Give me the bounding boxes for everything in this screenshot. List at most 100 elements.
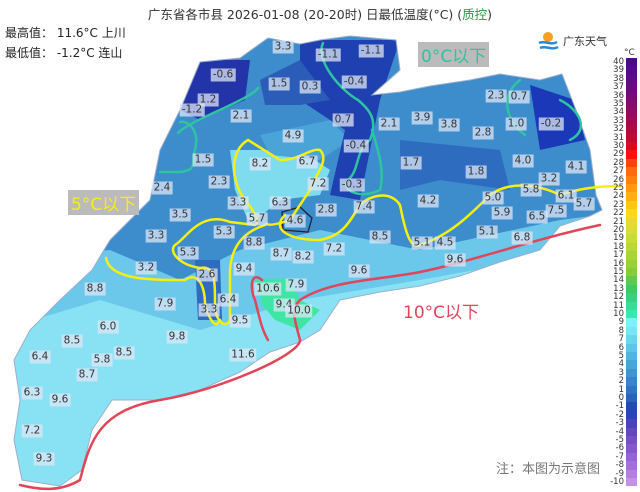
legend-swatch: [626, 284, 637, 294]
legend-entry: 1: [610, 385, 640, 394]
legend-swatch: [626, 402, 637, 411]
station-value: 6.4: [29, 350, 51, 364]
station-value: 8.2: [292, 250, 314, 264]
station-value: 2.3: [485, 89, 507, 103]
station-value: 4.0: [512, 154, 534, 168]
legend-label: 0: [618, 393, 624, 403]
legend-label: -10: [610, 477, 624, 487]
legend-entry: 14: [610, 275, 640, 286]
station-value: -0.6: [210, 68, 236, 82]
station-value: 7.2: [21, 424, 43, 438]
station-value: 2.1: [378, 117, 400, 131]
legend-entry: -2: [610, 410, 640, 419]
station-value: 4.5: [434, 236, 456, 250]
station-value: 6.7: [296, 155, 318, 169]
legend-label: 8: [618, 325, 624, 336]
legend-label: -6: [615, 443, 624, 454]
legend-swatch: [626, 301, 637, 310]
legend-entry: 9: [610, 317, 640, 328]
legend-swatch: [626, 335, 637, 344]
legend-swatch: [626, 293, 637, 302]
legend-label: 39: [613, 65, 624, 76]
station-value: 3.2: [538, 172, 560, 186]
legend-swatch: [626, 226, 637, 235]
station-value: 5.1: [476, 225, 498, 239]
station-value: 7.9: [154, 297, 176, 311]
legend-label: 17: [613, 250, 624, 261]
legend-entry: 33: [610, 115, 640, 126]
legend-swatch: [626, 175, 637, 184]
five-degree-annotation: 5°C以下: [68, 190, 140, 215]
station-value: 2.1: [230, 109, 252, 123]
legend-label: 14: [613, 275, 624, 286]
legend-label: 9: [618, 317, 624, 328]
legend-label: 32: [613, 124, 624, 135]
station-value: 1.8: [465, 165, 487, 179]
legend-label: 16: [613, 258, 624, 269]
legend-label: 2: [618, 376, 624, 387]
station-value: 7.5: [545, 204, 567, 218]
station-value: 0.7: [332, 113, 354, 127]
legend-label: 38: [613, 73, 624, 84]
legend-entry: 35: [610, 100, 640, 108]
legend-swatch: [626, 58, 637, 67]
legend-label: 35: [613, 99, 624, 109]
zero-degree-annotation: 0°C以下: [418, 42, 490, 67]
legend-entry: 8: [610, 325, 640, 336]
legend-swatch: [626, 74, 637, 84]
legend-swatch: [626, 461, 637, 470]
station-value: 2.3: [208, 175, 230, 189]
legend-entry: 19: [610, 234, 640, 243]
legend-swatch: [626, 66, 637, 75]
station-value: 8.7: [76, 368, 98, 382]
legend-entry: 11: [610, 301, 640, 310]
station-value: 3.8: [438, 118, 460, 132]
legend-label: 40: [613, 57, 624, 67]
legend-entry: 39: [610, 65, 640, 76]
station-value: -1.2: [179, 103, 205, 117]
legend-label: 33: [613, 115, 624, 126]
legend-label: 10: [613, 309, 624, 319]
legend-swatch: [626, 385, 637, 394]
station-value: 9.4: [233, 262, 255, 276]
legend-swatch: [626, 377, 637, 386]
legend-entry: 4: [610, 360, 640, 369]
station-value: -1.1: [315, 48, 341, 62]
legend-swatch: [626, 83, 637, 92]
legend-entry: 28: [610, 158, 640, 167]
station-value: 2.6: [196, 268, 218, 282]
station-value: -1.1: [358, 44, 384, 58]
legend-entry: 7: [610, 335, 640, 344]
legend-label: 36: [613, 90, 624, 101]
legend-entry: 29: [610, 149, 640, 160]
station-value: 6.0: [97, 320, 119, 334]
legend-entry: 20: [610, 226, 640, 234]
legend-entry: 27: [610, 167, 640, 176]
station-value: 1.2: [197, 93, 219, 107]
legend-entry: 31: [610, 133, 640, 142]
station-value: 3.3: [227, 196, 249, 210]
station-value: 5.1: [411, 236, 433, 250]
legend-label: 37: [613, 82, 624, 93]
legend-label: -4: [615, 426, 624, 437]
legend-entry: 15: [610, 268, 640, 276]
legend-swatch: [626, 192, 637, 201]
ten-degree-annotation: 10°C以下: [403, 303, 480, 323]
station-value: 8.2: [249, 157, 271, 171]
legend-label: 29: [613, 149, 624, 160]
qc-link[interactable]: 质控: [462, 7, 488, 22]
station-value: 9.6: [348, 264, 370, 278]
station-value: 3.2: [135, 261, 157, 275]
legend-entry: -4: [610, 426, 640, 437]
legend-entry: 2: [610, 376, 640, 387]
station-value: 7.2: [323, 242, 345, 256]
legend-entry: 21: [610, 217, 640, 226]
legend-entry: 6: [610, 343, 640, 352]
station-value: -0.3: [339, 178, 365, 192]
station-value: 1.5: [192, 153, 214, 167]
legend-label: 12: [613, 292, 624, 303]
legend-label: 34: [613, 107, 624, 118]
legend-entry: 5: [610, 352, 640, 360]
station-value: 8.5: [113, 346, 135, 360]
